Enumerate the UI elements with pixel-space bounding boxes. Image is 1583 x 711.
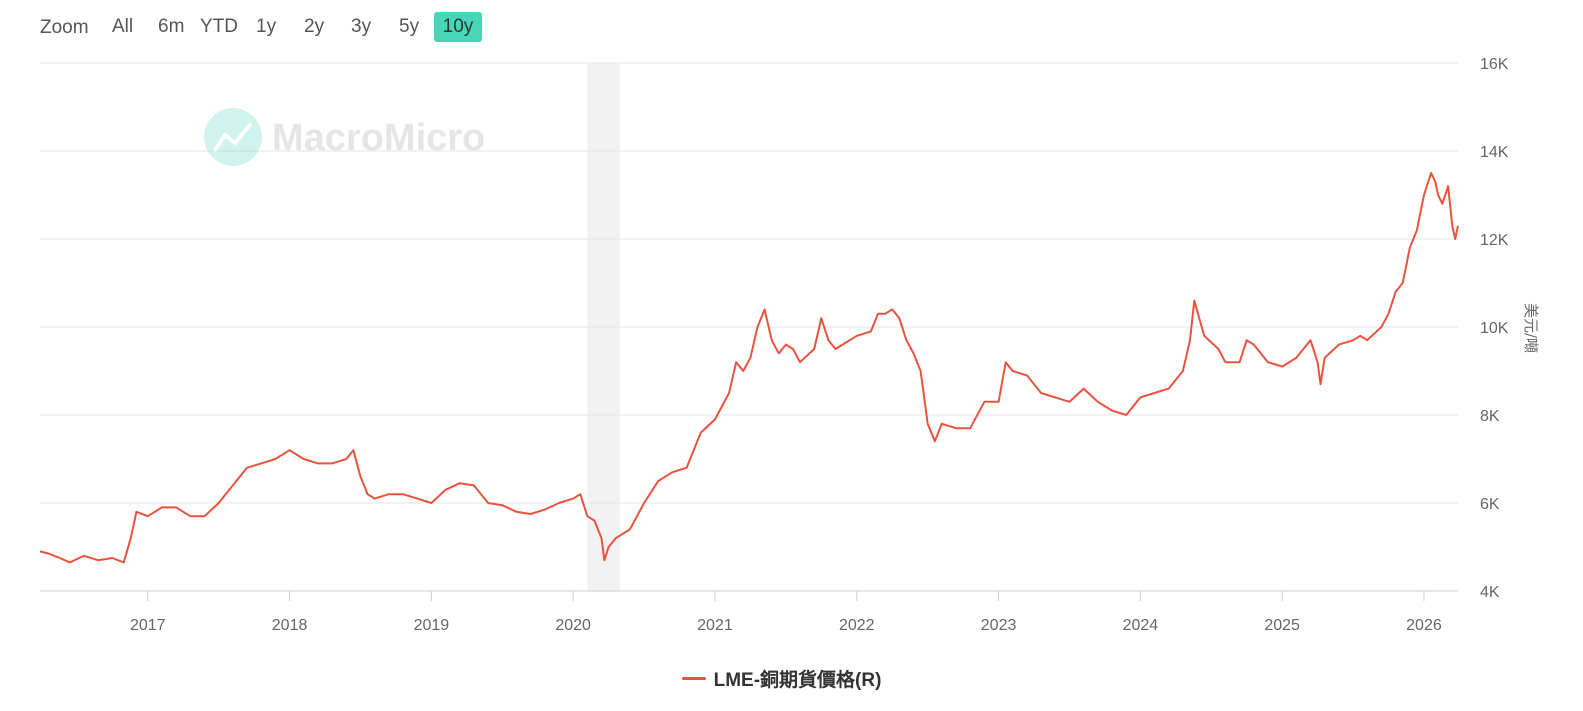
y-tick-label: 8K <box>1480 408 1500 425</box>
series-line-lme-copper <box>39 172 1459 564</box>
x-tick-label: 2022 <box>839 617 875 634</box>
y-axis-ticks: 4K 6K 8K 10K 12K 14K 16K <box>1480 56 1509 601</box>
y-axis-title: 美元/噸 <box>1522 303 1540 353</box>
zoom-3y-button[interactable]: 3y <box>351 16 372 37</box>
zoom-label: Zoom <box>40 17 89 38</box>
y-tick-label: 6K <box>1480 496 1500 513</box>
macromicro-watermark: MacroMicro <box>204 108 485 166</box>
x-tick-label: 2026 <box>1406 617 1442 634</box>
chart-legend: LME-銅期貨價格(R) <box>0 664 1583 692</box>
zoom-all-button[interactable]: All <box>112 16 134 37</box>
x-tick-label: 2021 <box>697 617 733 634</box>
y-tick-label: 16K <box>1480 56 1509 73</box>
chart-trend-icon <box>204 108 262 166</box>
zoom-ytd-button[interactable]: YTD <box>200 16 238 37</box>
x-tick-label: 2019 <box>414 617 450 634</box>
y-tick-label: 14K <box>1480 144 1509 161</box>
zoom-1y-button[interactable]: 1y <box>256 16 277 37</box>
x-tick-label: 2025 <box>1264 617 1300 634</box>
y-tick-label: 4K <box>1480 584 1500 601</box>
x-tick-label: 2017 <box>130 617 166 634</box>
zoom-10y-button[interactable]: 10y <box>434 12 482 42</box>
zoom-5y-button[interactable]: 5y <box>399 16 420 37</box>
grid-lines <box>40 62 1458 504</box>
x-tick-label: 2024 <box>1123 617 1159 634</box>
x-tick-label: 2018 <box>272 617 308 634</box>
zoom-2y-button[interactable]: 2y <box>304 16 325 37</box>
x-axis-ticks: 2017 2018 2019 2020 2021 2022 2023 2024 2025 2026 <box>130 591 1442 634</box>
zoom-toolbar: Zoom All 6m YTD 1y 2y 3y 5y 10y <box>0 8 520 46</box>
legend-item-lme-copper[interactable]: LME-銅期貨價格(R) <box>681 665 882 692</box>
y-tick-label: 12K <box>1480 232 1509 249</box>
x-tick-label: 2020 <box>555 617 591 634</box>
watermark-text: MacroMicro <box>272 117 485 159</box>
legend-label: LME-銅期貨價格(R) <box>713 670 882 691</box>
chart-trend-icon-line <box>213 123 252 152</box>
x-tick-label: 2023 <box>981 617 1017 634</box>
zoom-6m-button[interactable]: 6m <box>158 16 185 37</box>
legend-swatch <box>681 677 706 680</box>
y-tick-label: 10K <box>1480 320 1509 337</box>
